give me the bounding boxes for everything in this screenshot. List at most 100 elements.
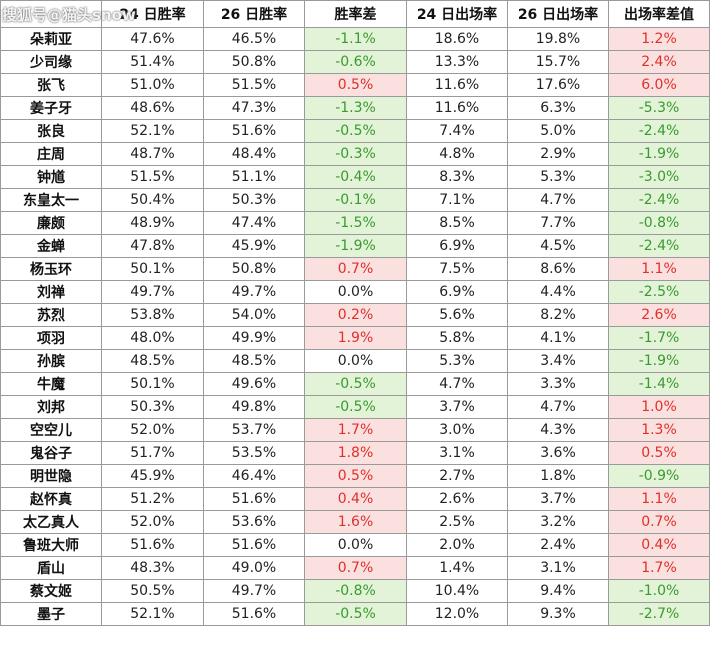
pickrate-diff-cell: 1.1% [608,487,710,511]
table-row: 蔡文姬 50.5% 49.7% -0.8% 10.4% 9.4% -1.0% [0,579,710,603]
hero-name-cell: 廉颇 [0,211,102,235]
winrate-26-cell: 51.1% [203,165,305,189]
table-row: 墨子 52.1% 51.6% -0.5% 12.0% 9.3% -2.7% [0,602,710,626]
pickrate-26-cell: 7.7% [507,211,609,235]
winrate-26-cell: 46.5% [203,27,305,51]
table-row: 钟馗 51.5% 51.1% -0.4% 8.3% 5.3% -3.0% [0,165,710,189]
winrate-26-cell: 50.8% [203,50,305,74]
winrate-24-cell: 45.9% [101,464,204,488]
pickrate-diff-cell: 2.4% [608,50,710,74]
winrate-24-cell: 48.5% [101,349,204,373]
winrate-diff-cell: -0.5% [304,372,407,396]
winrate-24-cell: 52.1% [101,602,204,626]
pickrate-26-cell: 9.3% [507,602,609,626]
hero-name-cell: 鬼谷子 [0,441,102,465]
hero-name-cell: 少司缘 [0,50,102,74]
hero-name-cell: 鲁班大师 [0,533,102,557]
pickrate-26-cell: 2.4% [507,533,609,557]
winrate-diff-cell: -0.5% [304,395,407,419]
winrate-diff-cell: 0.5% [304,464,407,488]
winrate-diff-cell: -1.5% [304,211,407,235]
winrate-diff-cell: -0.4% [304,165,407,189]
winrate-24-cell: 50.5% [101,579,204,603]
winrate-24-cell: 50.4% [101,188,204,212]
hero-name-cell: 张飞 [0,73,102,97]
pickrate-26-cell: 8.6% [507,257,609,281]
winrate-24-cell: 49.7% [101,280,204,304]
hero-name-cell: 朵莉亚 [0,27,102,51]
winrate-24-cell: 51.4% [101,50,204,74]
winrate-24-cell: 52.0% [101,418,204,442]
pickrate-diff-cell: 0.5% [608,441,710,465]
pickrate-24-cell: 7.4% [406,119,508,143]
pickrate-diff-cell: -1.4% [608,372,710,396]
pickrate-24-cell: 3.1% [406,441,508,465]
pickrate-diff-cell: -2.7% [608,602,710,626]
table-row: 姜子牙 48.6% 47.3% -1.3% 11.6% 6.3% -5.3% [0,96,710,120]
pickrate-26-cell: 4.7% [507,395,609,419]
table-row: 牛魔 50.1% 49.6% -0.5% 4.7% 3.3% -1.4% [0,372,710,396]
pickrate-diff-cell: -2.4% [608,119,710,143]
pickrate-24-cell: 7.1% [406,188,508,212]
table-row: 少司缘 51.4% 50.8% -0.6% 13.3% 15.7% 2.4% [0,50,710,74]
hero-name-cell: 牛魔 [0,372,102,396]
table-row: 金蝉 47.8% 45.9% -1.9% 6.9% 4.5% -2.4% [0,234,710,258]
header-pickrate-24: 24 日出场率 [406,0,508,28]
winrate-26-cell: 45.9% [203,234,305,258]
winrate-diff-cell: 1.7% [304,418,407,442]
winrate-diff-cell: 1.6% [304,510,407,534]
pickrate-diff-cell: -2.4% [608,234,710,258]
table-header: 24 日胜率 26 日胜率 胜率差 24 日出场率 26 日出场率 出场率差值 [0,0,710,28]
pickrate-diff-cell: 0.4% [608,533,710,557]
pickrate-24-cell: 10.4% [406,579,508,603]
winrate-26-cell: 51.6% [203,119,305,143]
pickrate-24-cell: 3.7% [406,395,508,419]
header-winrate-diff: 胜率差 [304,0,407,28]
hero-name-cell: 墨子 [0,602,102,626]
pickrate-26-cell: 3.2% [507,510,609,534]
table-row: 东皇太一 50.4% 50.3% -0.1% 7.1% 4.7% -2.4% [0,188,710,212]
pickrate-24-cell: 18.6% [406,27,508,51]
hero-stats-table: 24 日胜率 26 日胜率 胜率差 24 日出场率 26 日出场率 出场率差值 … [0,0,710,626]
hero-name-cell: 太乙真人 [0,510,102,534]
pickrate-26-cell: 4.3% [507,418,609,442]
winrate-diff-cell: -0.3% [304,142,407,166]
winrate-24-cell: 50.3% [101,395,204,419]
pickrate-24-cell: 11.6% [406,96,508,120]
pickrate-diff-cell: 1.2% [608,27,710,51]
header-pickrate-26: 26 日出场率 [507,0,609,28]
winrate-26-cell: 51.5% [203,73,305,97]
pickrate-24-cell: 8.3% [406,165,508,189]
header-hero [0,0,102,28]
pickrate-26-cell: 2.9% [507,142,609,166]
pickrate-26-cell: 6.3% [507,96,609,120]
winrate-24-cell: 51.0% [101,73,204,97]
winrate-24-cell: 50.1% [101,257,204,281]
pickrate-26-cell: 8.2% [507,303,609,327]
winrate-24-cell: 48.0% [101,326,204,350]
winrate-diff-cell: 1.8% [304,441,407,465]
pickrate-26-cell: 4.5% [507,234,609,258]
table-row: 朵莉亚 47.6% 46.5% -1.1% 18.6% 19.8% 1.2% [0,27,710,51]
pickrate-24-cell: 13.3% [406,50,508,74]
header-pickrate-diff: 出场率差值 [608,0,710,28]
pickrate-24-cell: 8.5% [406,211,508,235]
hero-name-cell: 姜子牙 [0,96,102,120]
hero-name-cell: 庄周 [0,142,102,166]
winrate-26-cell: 51.6% [203,533,305,557]
pickrate-24-cell: 4.8% [406,142,508,166]
winrate-26-cell: 49.7% [203,579,305,603]
pickrate-diff-cell: -5.3% [608,96,710,120]
hero-name-cell: 孙膑 [0,349,102,373]
pickrate-24-cell: 5.8% [406,326,508,350]
winrate-26-cell: 47.4% [203,211,305,235]
winrate-24-cell: 48.6% [101,96,204,120]
table-row: 鬼谷子 51.7% 53.5% 1.8% 3.1% 3.6% 0.5% [0,441,710,465]
pickrate-26-cell: 4.1% [507,326,609,350]
winrate-24-cell: 48.9% [101,211,204,235]
winrate-diff-cell: -1.3% [304,96,407,120]
pickrate-diff-cell: 2.6% [608,303,710,327]
hero-name-cell: 项羽 [0,326,102,350]
winrate-diff-cell: -0.8% [304,579,407,603]
table-row: 孙膑 48.5% 48.5% 0.0% 5.3% 3.4% -1.9% [0,349,710,373]
